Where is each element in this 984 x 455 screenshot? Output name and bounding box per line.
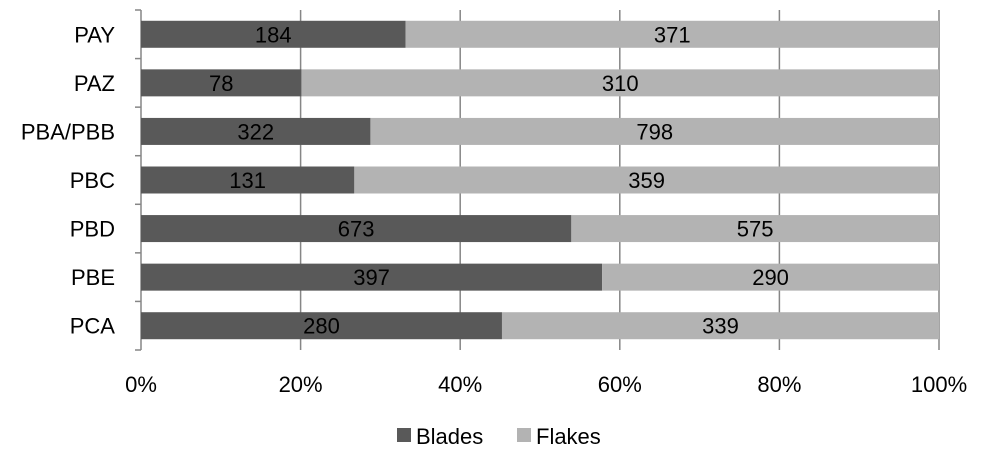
bar-flakes-pbe <box>602 263 939 291</box>
legend-label-flakes: Flakes <box>536 424 601 449</box>
legend: Blades Flakes <box>397 424 601 449</box>
category-label-pay: PAY <box>74 22 115 47</box>
bar-blades-pbc <box>141 166 355 194</box>
x-tick-label-3: 60% <box>598 372 642 397</box>
bar-blades-pbe <box>141 263 603 291</box>
category-label-paz: PAZ <box>74 71 115 96</box>
data-label-flakes-pay: 371 <box>654 22 691 47</box>
data-label-flakes-pbc: 359 <box>628 168 665 193</box>
bar-flakes-paz <box>301 69 939 97</box>
data-label-blades-pay: 184 <box>255 22 292 47</box>
category-label-pbe: PBE <box>71 265 115 290</box>
x-tick-label-2: 40% <box>438 372 482 397</box>
bar-flakes-pay <box>405 20 940 48</box>
data-label-flakes-pca: 339 <box>702 314 739 339</box>
category-labels: PAY PAZ PBA/PBB PBC PBD PBE PCA <box>21 22 115 338</box>
category-label-pba-pbb: PBA/PBB <box>21 119 115 144</box>
bar-blades-pbd <box>141 215 572 243</box>
bars: 184 371 78 310 322 798 131 359 673 575 397 290 280 33… <box>141 20 940 340</box>
legend-swatch-blades <box>397 428 411 442</box>
data-label-flakes-pbd: 575 <box>737 217 774 242</box>
bar-blades-paz <box>141 69 302 97</box>
bar-blades-pca <box>141 312 502 340</box>
data-label-blades-pba-pbb: 322 <box>237 119 274 144</box>
category-label-pbd: PBD <box>70 217 115 242</box>
data-label-flakes-paz: 310 <box>602 71 639 96</box>
bar-flakes-pca <box>501 312 939 340</box>
bar-blades-pay <box>141 20 406 48</box>
x-tick-label-5: 100% <box>911 372 967 397</box>
x-tick-labels: 0% 20% 40% 60% 80% 100% <box>125 372 967 397</box>
category-label-pca: PCA <box>70 314 116 339</box>
x-tick-label-0: 0% <box>125 372 157 397</box>
data-label-blades-pbe: 397 <box>353 265 390 290</box>
legend-label-blades: Blades <box>416 424 483 449</box>
category-label-pbc: PBC <box>70 168 115 193</box>
x-tick-label-4: 80% <box>757 372 801 397</box>
x-tick-label-1: 20% <box>279 372 323 397</box>
data-label-blades-pbd: 673 <box>338 217 375 242</box>
data-label-blades-paz: 78 <box>209 71 233 96</box>
bar-flakes-pbd <box>571 215 939 243</box>
bar-flakes-pba-pbb <box>370 117 939 145</box>
data-label-flakes-pbe: 290 <box>752 265 789 290</box>
bar-blades-pba-pbb <box>141 117 371 145</box>
bar-flakes-pbc <box>354 166 939 194</box>
data-label-blades-pbc: 131 <box>229 168 266 193</box>
data-label-flakes-pba-pbb: 798 <box>636 119 673 144</box>
data-label-blades-pca: 280 <box>303 314 340 339</box>
legend-swatch-flakes <box>517 428 531 442</box>
